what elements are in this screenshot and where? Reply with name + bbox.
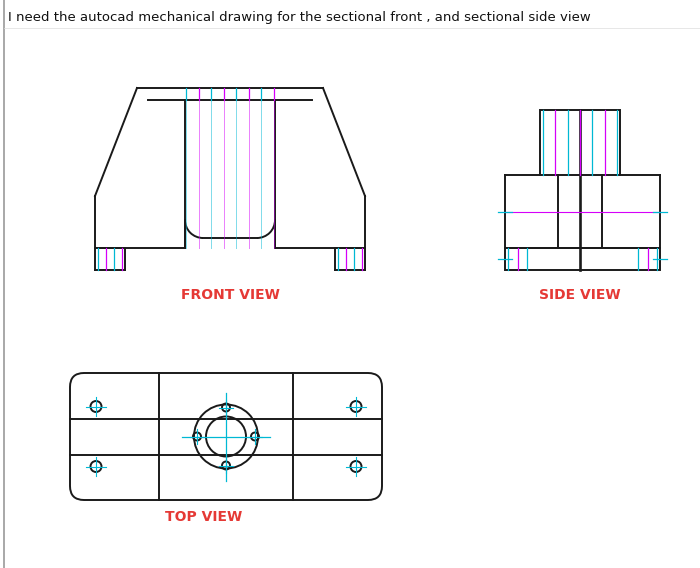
Text: SIDE VIEW: SIDE VIEW — [539, 288, 621, 302]
Text: I need the autocad mechanical drawing for the sectional front , and sectional si: I need the autocad mechanical drawing fo… — [8, 11, 591, 24]
Bar — [505, 248, 660, 270]
Bar — [540, 110, 620, 175]
Text: TOP VIEW: TOP VIEW — [165, 510, 243, 524]
Text: FRONT VIEW: FRONT VIEW — [181, 288, 279, 302]
